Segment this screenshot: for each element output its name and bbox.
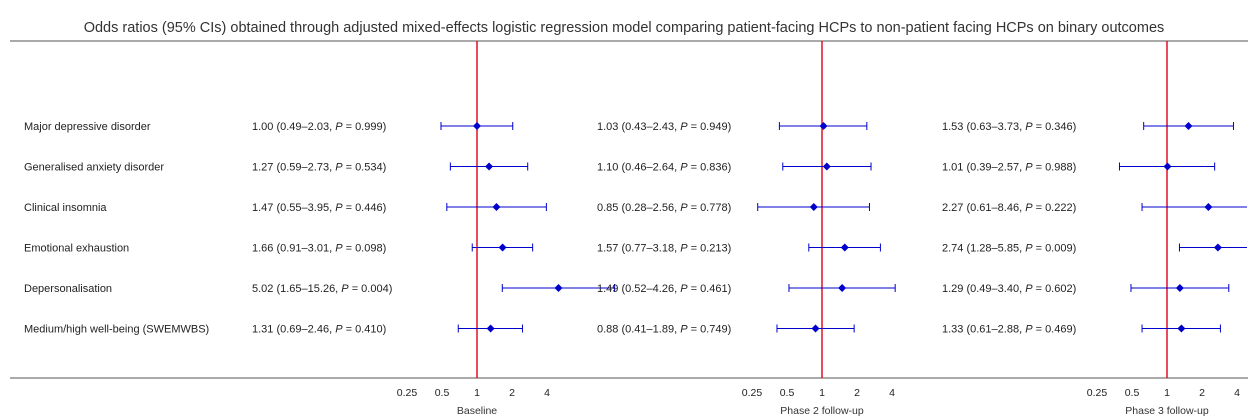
point-estimate	[492, 203, 501, 211]
x-tick-label: 0.25	[1087, 387, 1108, 399]
point-estimate	[822, 162, 831, 171]
point-estimate	[1204, 203, 1213, 211]
estimate-text: 1.53 (0.63–3.73, P = 0.346)	[942, 121, 1076, 133]
x-tick-label: 2	[509, 387, 515, 399]
x-tick-label: 1	[474, 387, 480, 399]
estimate-text: 1.31 (0.69–2.46, P = 0.410)	[252, 324, 386, 336]
x-tick-label: 1	[1164, 387, 1170, 399]
estimate-text: 1.57 (0.77–3.18, P = 0.213)	[597, 243, 731, 255]
panel-title: Phase 3 follow-up	[1125, 405, 1209, 417]
estimate-text: 0.85 (0.28–2.56, P = 0.778)	[597, 202, 731, 214]
estimate-text: 5.02 (1.65–15.26, P = 0.004)	[252, 283, 392, 295]
estimate-text: 1.47 (0.55–3.95, P = 0.446)	[252, 202, 386, 214]
estimate-text: 0.88 (0.41–1.89, P = 0.749)	[597, 324, 731, 336]
outcome-label: Medium/high well-being (SWEMWBS)	[24, 324, 209, 336]
point-estimate	[1163, 162, 1172, 171]
x-tick-label: 0.5	[780, 387, 795, 399]
outcome-label: Clinical insomnia	[24, 202, 107, 214]
estimate-text: 1.10 (0.46–2.64, P = 0.836)	[597, 162, 731, 174]
point-estimate	[554, 284, 563, 292]
estimate-text: 2.27 (0.61–8.46, P = 0.222)	[942, 202, 1076, 214]
outcome-label: Major depressive disorder	[24, 121, 151, 133]
panel-title: Baseline	[457, 405, 497, 417]
point-estimate	[1177, 324, 1186, 333]
estimate-text: 1.27 (0.59–2.73, P = 0.534)	[252, 162, 386, 174]
estimate-text: 2.74 (1.28–5.85, P = 0.009)	[942, 243, 1076, 255]
estimate-text: 1.66 (0.91–3.01, P = 0.098)	[252, 243, 386, 255]
point-estimate	[840, 243, 849, 252]
x-tick-label: 0.5	[435, 387, 450, 399]
panel-title: Phase 2 follow-up	[780, 405, 864, 417]
x-tick-label: 4	[1234, 387, 1240, 399]
estimate-text: 1.29 (0.49–3.40, P = 0.602)	[942, 283, 1076, 295]
outcome-label: Emotional exhaustion	[24, 243, 129, 255]
x-tick-label: 1	[819, 387, 825, 399]
point-estimate	[811, 324, 820, 333]
outcome-label: Depersonalisation	[24, 283, 112, 295]
x-tick-label: 0.5	[1125, 387, 1140, 399]
x-tick-label: 2	[1199, 387, 1205, 399]
x-tick-label: 0.25	[397, 387, 418, 399]
estimate-text: 1.49 (0.52–4.26, P = 0.461)	[597, 283, 731, 295]
x-tick-label: 4	[889, 387, 895, 399]
point-estimate	[486, 324, 495, 333]
point-estimate	[498, 243, 507, 252]
x-tick-label: 0.25	[742, 387, 763, 399]
x-tick-label: 4	[544, 387, 550, 399]
point-estimate	[473, 122, 481, 130]
point-estimate	[819, 122, 828, 130]
estimate-text: 1.33 (0.61–2.88, P = 0.469)	[942, 324, 1076, 336]
outcome-label: Generalised anxiety disorder	[24, 162, 164, 174]
point-estimate	[485, 162, 494, 171]
point-estimate	[838, 284, 847, 292]
x-tick-label: 2	[854, 387, 860, 399]
point-estimate	[1184, 122, 1193, 130]
estimate-text: 1.03 (0.43–2.43, P = 0.949)	[597, 121, 731, 133]
estimate-text: 1.00 (0.49–2.03, P = 0.999)	[252, 121, 386, 133]
point-estimate	[1213, 243, 1222, 252]
point-estimate	[1175, 284, 1184, 292]
estimate-text: 1.01 (0.39–2.57, P = 0.988)	[942, 162, 1076, 174]
point-estimate	[809, 203, 818, 211]
chart-title: Odds ratios (95% CIs) obtained through a…	[83, 20, 1165, 36]
